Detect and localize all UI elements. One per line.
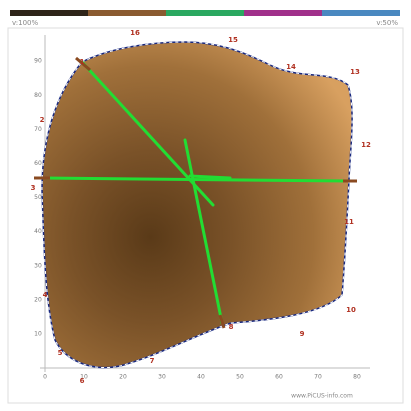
measure-line (80, 60, 215, 207)
footer: www.PiCUS-info.com (291, 393, 353, 400)
sensor-label: 3 (31, 184, 36, 192)
x-tick-label: 20 (119, 374, 127, 381)
measure-line (188, 174, 232, 180)
tree-outline (41, 41, 353, 368)
y-tick-label: 20 (34, 296, 42, 303)
legend-swatch (10, 10, 88, 16)
x-tick-label: 10 (80, 374, 88, 381)
measure-lines (40, 60, 352, 325)
sensor-pin (218, 314, 226, 329)
sensor-label: 6 (80, 377, 85, 385)
sensor-pin (75, 56, 91, 72)
sensor-label: 8 (229, 323, 234, 331)
y-tick-label: 50 (34, 194, 42, 201)
frame (7, 27, 404, 404)
y-tick-label: 30 (34, 262, 42, 269)
x-tick-label: 80 (353, 374, 361, 381)
sensor-label: 9 (300, 330, 305, 338)
measure-line (183, 138, 224, 325)
y-tick-label: 60 (34, 160, 42, 167)
sensor-label: 13 (350, 68, 360, 76)
legend-right: v:50% (376, 19, 398, 27)
legend-swatch (88, 10, 166, 16)
legend-swatch (244, 10, 322, 16)
sensor-label: 15 (228, 36, 238, 44)
x-tick-label: 30 (158, 374, 166, 381)
y-tick-label: 10 (34, 331, 42, 338)
legend-left: v:100% (12, 19, 38, 27)
x-tick-label: 50 (236, 374, 244, 381)
x-tick-label: 70 (314, 374, 322, 381)
sensor-label: 10 (346, 306, 356, 314)
y-tick-label: 80 (34, 92, 42, 99)
y-tick-label: 90 (34, 58, 42, 65)
sensor-label: 2 (40, 116, 45, 124)
legend-swatch (322, 10, 400, 16)
sensor-label: 4 (43, 291, 48, 299)
sensor-label: 7 (150, 357, 155, 365)
x-tick-label: 0 (43, 374, 47, 381)
sensor-pins (34, 56, 357, 329)
sensor-label: 11 (344, 218, 354, 226)
sensor-label: 14 (286, 63, 296, 71)
y-tick-label: 40 (34, 228, 42, 235)
x-tick-label: 60 (275, 374, 283, 381)
sensor-label: 16 (130, 29, 140, 37)
sensor-label: 12 (361, 141, 371, 149)
legend-swatch (166, 10, 244, 16)
measure-line (40, 176, 352, 183)
sensor-label: 5 (58, 349, 63, 357)
sensor-label: 1 (80, 58, 85, 66)
y-tick-label: 70 (34, 126, 42, 133)
x-tick-label: 40 (197, 374, 205, 381)
